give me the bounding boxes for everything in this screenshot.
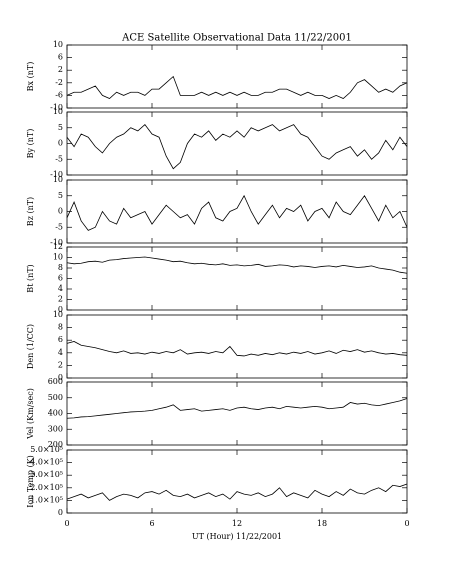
y-axis-label: Bt (nT) — [26, 264, 35, 292]
y-axis-label: By (nT) — [26, 129, 35, 159]
y-tick-label: 10 — [53, 40, 63, 49]
x-tick-label: 6 — [149, 519, 154, 528]
y-tick-label: 200 — [48, 440, 63, 449]
y-tick-label: 4 — [58, 348, 63, 357]
y-tick-label: 3.0×10⁵ — [30, 470, 63, 479]
y-axis-label: Bz (nT) — [26, 197, 35, 226]
y-tick-label: 400 — [48, 409, 63, 418]
y-tick-label: -10 — [50, 170, 63, 179]
y-tick-label: 0 — [58, 305, 63, 314]
y-tick-label: 10 — [53, 253, 63, 262]
y-tick-label: -10 — [50, 103, 63, 112]
y-tick-label: 2 — [58, 360, 63, 369]
y-tick-label: 6 — [58, 335, 63, 344]
y-tick-label: 600 — [48, 377, 63, 386]
data-line — [66, 124, 408, 170]
panel-frame — [66, 44, 408, 109]
y-tick-label: -6 — [55, 90, 63, 99]
y-tick-label: 0 — [58, 373, 63, 382]
y-tick-label: -5 — [55, 154, 63, 163]
y-axis-label: Vel (Km/sec) — [26, 388, 35, 440]
data-line — [66, 341, 408, 357]
x-tick-label: 0 — [404, 519, 409, 528]
y-tick-label: 300 — [48, 424, 63, 433]
y-tick-label: -2 — [55, 78, 63, 87]
data-line — [66, 256, 408, 274]
y-axis-label: Ion Temp (K) — [26, 455, 35, 508]
y-tick-label: 6 — [58, 274, 63, 283]
panel-frame — [66, 179, 408, 244]
y-tick-label: 0 — [58, 139, 63, 148]
panel-frame — [66, 246, 408, 311]
chart-title: ACE Satellite Observational Data 11/22/2… — [121, 33, 352, 44]
data-line — [66, 483, 408, 501]
y-tick-label: 0 — [58, 207, 63, 216]
y-tick-label: 10 — [53, 107, 63, 116]
y-axis-label: Den (1/CC) — [26, 324, 35, 369]
y-tick-label: 6 — [58, 53, 63, 62]
x-tick-label: 18 — [317, 519, 327, 528]
y-tick-label: 5 — [58, 123, 63, 132]
x-tick-label: 12 — [232, 519, 242, 528]
y-tick-label: 12 — [53, 242, 63, 251]
y-tick-label: 500 — [48, 393, 63, 402]
x-axis-label: UT (Hour) 11/22/2001 — [192, 532, 282, 541]
x-tick-label: 0 — [64, 519, 69, 528]
y-tick-label: -5 — [55, 222, 63, 231]
y-tick-label: 2.0×10⁵ — [30, 483, 63, 492]
y-tick-label: 0 — [58, 508, 63, 517]
y-tick-label: 1.0×10⁵ — [30, 495, 63, 504]
data-line — [66, 398, 408, 419]
y-tick-label: 2 — [58, 65, 63, 74]
y-tick-label: 10 — [53, 175, 63, 184]
panel-frame — [66, 449, 408, 514]
y-tick-label: -10 — [50, 238, 63, 247]
data-line — [66, 194, 408, 231]
data-line — [66, 75, 408, 100]
y-axis-label: Bx (nT) — [26, 62, 35, 92]
y-tick-label: 5 — [58, 191, 63, 200]
y-tick-label: 4 — [58, 284, 63, 293]
y-tick-label: 2 — [58, 295, 63, 304]
y-tick-label: 5.0×10⁵ — [30, 445, 63, 454]
y-tick-label: 4.0×10⁵ — [30, 458, 63, 467]
panel-frame — [66, 314, 408, 379]
y-tick-label: 8 — [58, 263, 63, 272]
panel-frame — [66, 111, 408, 176]
y-tick-label: 10 — [53, 310, 63, 319]
y-tick-label: 8 — [58, 323, 63, 332]
